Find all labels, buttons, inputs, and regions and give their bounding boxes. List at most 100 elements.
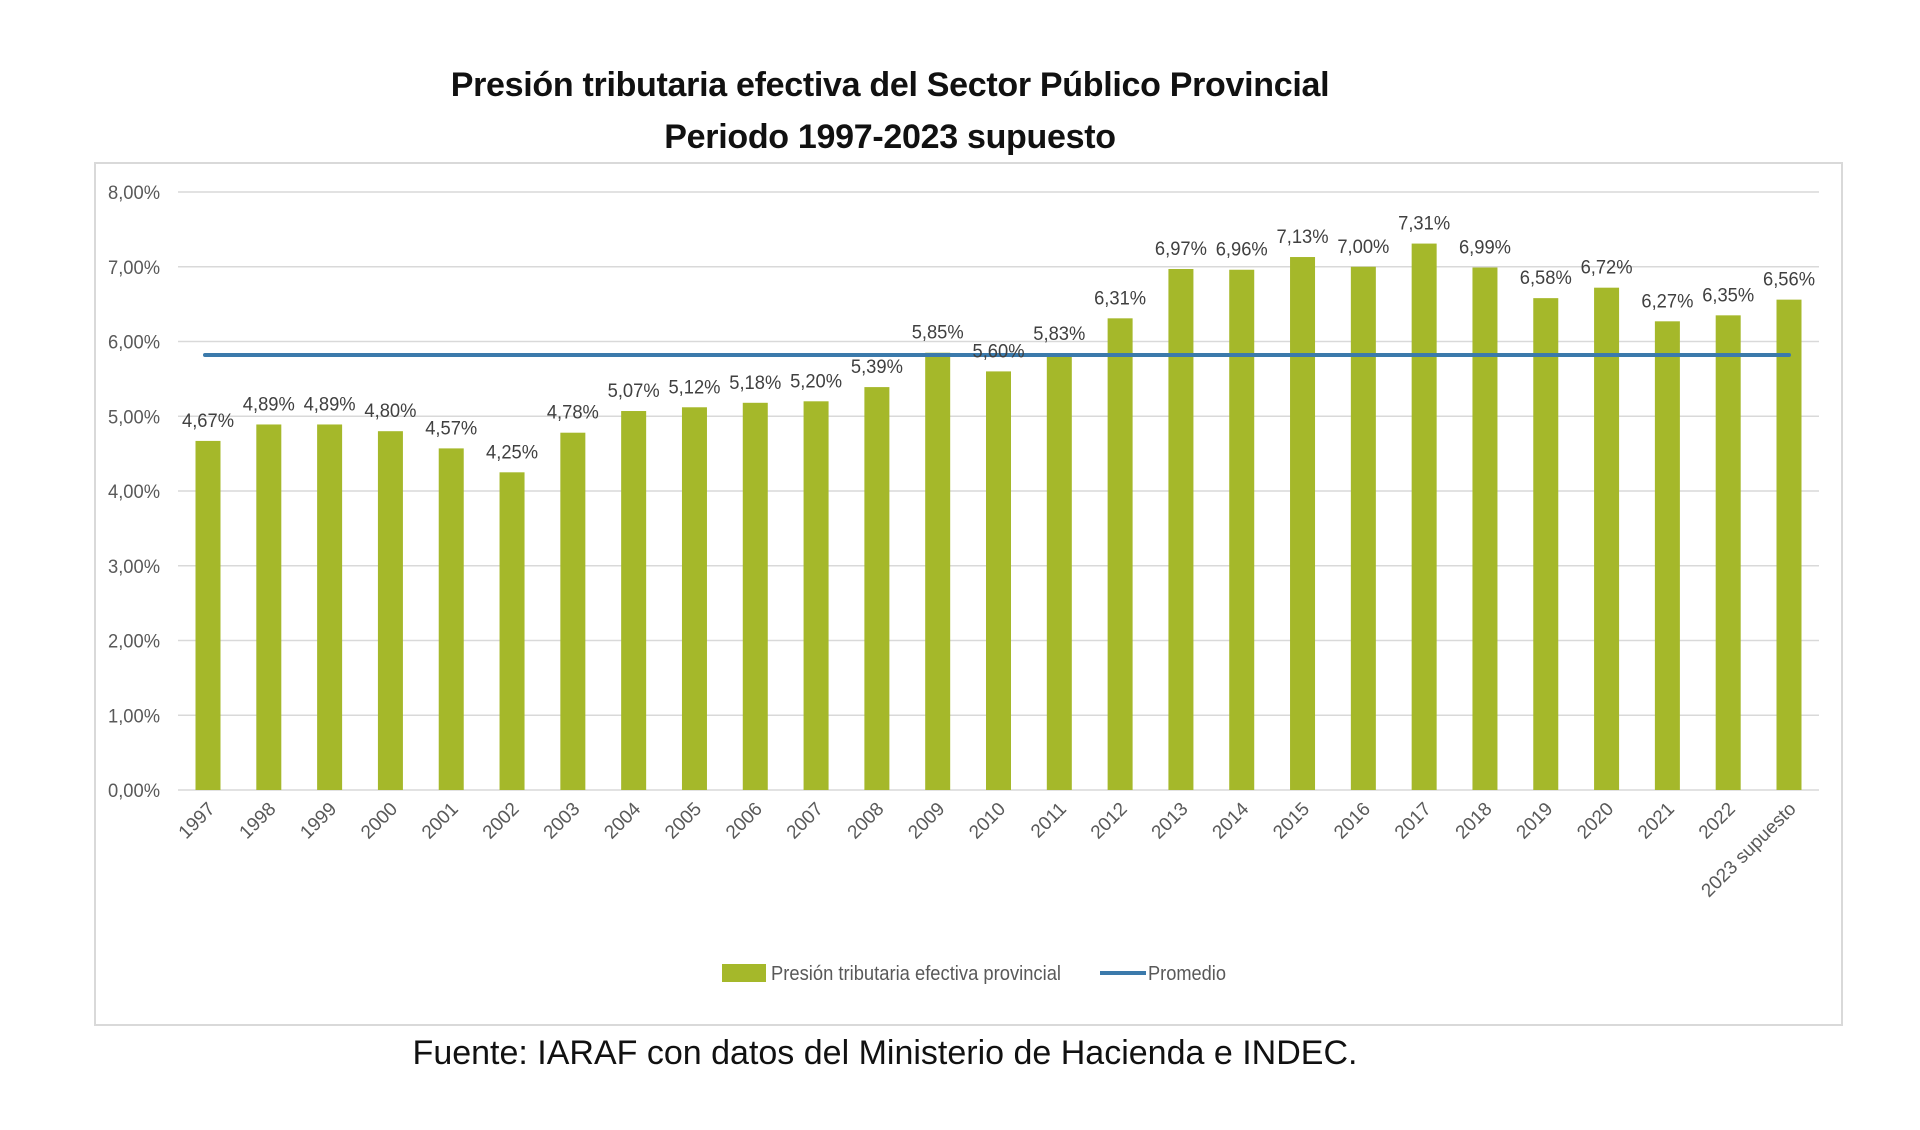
x-tick-label: 2021 bbox=[1634, 799, 1679, 844]
bar bbox=[317, 424, 343, 790]
y-tick-label: 1,00% bbox=[108, 706, 160, 727]
data-label: 5,18% bbox=[729, 373, 781, 394]
bar bbox=[1046, 354, 1072, 790]
data-label: 7,13% bbox=[1277, 227, 1329, 248]
chart-subtitle: Periodo 1997-2023 supuesto bbox=[664, 118, 1116, 156]
bar bbox=[1229, 269, 1255, 790]
data-label: 6,96% bbox=[1216, 240, 1268, 261]
bar bbox=[1654, 321, 1680, 790]
bar bbox=[681, 407, 707, 790]
data-label: 5,20% bbox=[790, 371, 842, 392]
x-axis-ticks: 1997 1998 1999 2000 2001 2002 2003 2004 2005 2006… bbox=[175, 798, 1801, 901]
x-tick-label: 2005 bbox=[661, 799, 706, 844]
data-label: 6,27% bbox=[1641, 291, 1693, 312]
bar bbox=[438, 448, 464, 790]
data-label: 6,35% bbox=[1702, 285, 1754, 306]
y-tick-label: 0,00% bbox=[108, 781, 160, 802]
data-label: 7,00% bbox=[1337, 237, 1389, 258]
x-tick-label: 2015 bbox=[1269, 799, 1314, 844]
x-tick-label: 2019 bbox=[1513, 799, 1558, 844]
source-footer: Fuente: IARAF con datos del Ministerio d… bbox=[412, 1034, 1358, 1072]
data-label: 6,97% bbox=[1155, 239, 1207, 260]
x-tick-label: 2007 bbox=[783, 799, 828, 844]
bar bbox=[1290, 257, 1316, 791]
legend-swatch-bar bbox=[722, 964, 766, 982]
bar bbox=[1168, 268, 1194, 790]
x-tick-label: 2016 bbox=[1330, 799, 1375, 844]
bar bbox=[1411, 243, 1437, 790]
bar bbox=[1715, 315, 1741, 790]
data-label: 5,85% bbox=[912, 323, 964, 344]
y-tick-label: 8,00% bbox=[108, 183, 160, 204]
x-tick-label: 2014 bbox=[1209, 798, 1254, 843]
data-label: 5,12% bbox=[668, 377, 720, 398]
data-label: 6,56% bbox=[1763, 270, 1815, 291]
x-tick-label: 2002 bbox=[479, 799, 524, 844]
y-tick-label: 4,00% bbox=[108, 482, 160, 503]
bar bbox=[925, 352, 951, 790]
bar bbox=[986, 371, 1011, 790]
y-tick-label: 3,00% bbox=[108, 557, 160, 578]
data-label: 6,31% bbox=[1094, 288, 1146, 309]
x-tick-label: 2017 bbox=[1391, 799, 1436, 844]
data-label: 5,39% bbox=[851, 357, 903, 378]
data-label: 4,80% bbox=[364, 401, 416, 422]
x-tick-label: 2003 bbox=[540, 799, 585, 844]
x-tick-label: 2004 bbox=[600, 798, 645, 843]
bar bbox=[1533, 298, 1559, 790]
data-label: 4,25% bbox=[486, 442, 538, 463]
bar bbox=[1350, 266, 1376, 790]
legend: Presión tributaria efectiva provincial P… bbox=[722, 963, 1226, 985]
data-label: 5,83% bbox=[1033, 324, 1085, 345]
x-tick-label: 1999 bbox=[296, 799, 341, 844]
bar bbox=[742, 402, 768, 790]
x-tick-label: 2012 bbox=[1087, 799, 1132, 844]
x-tick-label: 2022 bbox=[1695, 799, 1740, 844]
bars bbox=[195, 243, 1802, 791]
legend-label-bar: Presión tributaria efectiva provincial bbox=[771, 963, 1061, 985]
x-tick-label: 2020 bbox=[1573, 799, 1618, 844]
x-tick-label: 2018 bbox=[1452, 799, 1497, 844]
data-label: 4,67% bbox=[182, 411, 234, 432]
x-tick-label: 1997 bbox=[175, 799, 220, 844]
legend-label-line: Promedio bbox=[1148, 963, 1226, 985]
x-tick-label: 2010 bbox=[965, 799, 1010, 844]
x-tick-label: 1998 bbox=[236, 799, 281, 844]
bar bbox=[864, 387, 890, 790]
bar bbox=[1776, 299, 1802, 790]
bar bbox=[1594, 287, 1620, 790]
data-label: 7,31% bbox=[1398, 214, 1450, 235]
x-tick-label: 2006 bbox=[722, 799, 767, 844]
data-label: 5,60% bbox=[973, 341, 1025, 362]
data-labels: 4,67% 4,89% 4,89% 4,80% 4,57% 4,25% 4,78% 5,07%… bbox=[182, 214, 1815, 464]
x-tick-label: 2009 bbox=[904, 799, 949, 844]
x-tick-label: 2013 bbox=[1148, 799, 1193, 844]
y-tick-label: 7,00% bbox=[108, 258, 160, 279]
x-tick-label: 2000 bbox=[357, 799, 402, 844]
data-label: 6,72% bbox=[1581, 258, 1633, 279]
y-tick-label: 6,00% bbox=[108, 333, 160, 354]
data-label: 4,78% bbox=[547, 403, 599, 424]
x-tick-label: 2011 bbox=[1027, 799, 1071, 843]
y-tick-label: 2,00% bbox=[108, 632, 160, 653]
bar bbox=[621, 411, 647, 790]
bar bbox=[1472, 267, 1498, 790]
y-axis-ticks: 0,00% 1,00% 2,00% 3,00% 4,00% 5,00% 6,00% 7,00%… bbox=[108, 183, 160, 802]
bar bbox=[499, 472, 525, 790]
bar bbox=[256, 424, 282, 790]
chart-title: Presión tributaria efectiva del Sector P… bbox=[450, 66, 1330, 104]
y-tick-label: 5,00% bbox=[108, 407, 160, 428]
data-label: 5,07% bbox=[608, 381, 660, 402]
chart-frame bbox=[94, 162, 1843, 1026]
bar bbox=[803, 401, 829, 790]
data-label: 4,57% bbox=[425, 418, 477, 439]
data-label: 6,99% bbox=[1459, 237, 1511, 258]
bar bbox=[560, 432, 586, 790]
x-tick-label: 2008 bbox=[844, 799, 889, 844]
bar bbox=[195, 440, 221, 790]
data-label: 4,89% bbox=[243, 394, 295, 415]
data-label: 6,58% bbox=[1520, 268, 1572, 289]
x-tick-label: 2001 bbox=[418, 799, 463, 844]
bar bbox=[377, 431, 403, 790]
